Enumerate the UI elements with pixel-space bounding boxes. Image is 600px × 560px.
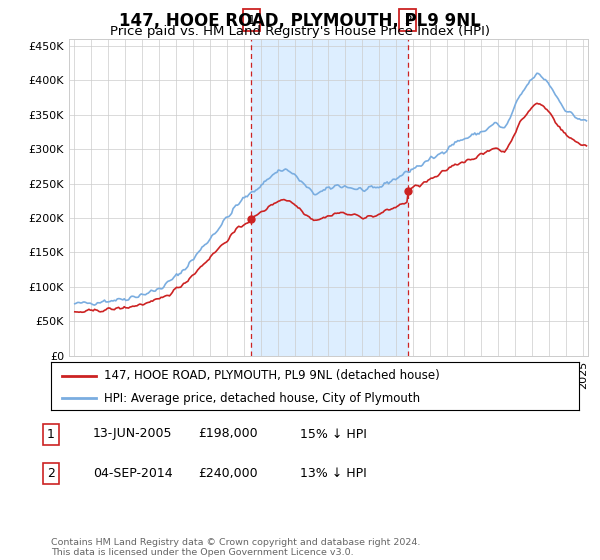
Text: HPI: Average price, detached house, City of Plymouth: HPI: Average price, detached house, City… <box>104 391 420 404</box>
Text: Price paid vs. HM Land Registry's House Price Index (HPI): Price paid vs. HM Land Registry's House … <box>110 25 490 38</box>
Text: 2: 2 <box>404 13 412 26</box>
Text: 1: 1 <box>247 13 255 26</box>
Text: 147, HOOE ROAD, PLYMOUTH, PL9 9NL (detached house): 147, HOOE ROAD, PLYMOUTH, PL9 9NL (detac… <box>104 369 440 382</box>
Text: 13-JUN-2005: 13-JUN-2005 <box>93 427 173 441</box>
Text: 04-SEP-2014: 04-SEP-2014 <box>93 466 173 480</box>
Text: Contains HM Land Registry data © Crown copyright and database right 2024.
This d: Contains HM Land Registry data © Crown c… <box>51 538 421 557</box>
Text: £198,000: £198,000 <box>198 427 257 441</box>
Text: 2: 2 <box>47 466 55 480</box>
Text: 15% ↓ HPI: 15% ↓ HPI <box>300 427 367 441</box>
Text: £240,000: £240,000 <box>198 466 257 480</box>
Bar <box>251 39 408 356</box>
Text: 147, HOOE ROAD, PLYMOUTH, PL9 9NL: 147, HOOE ROAD, PLYMOUTH, PL9 9NL <box>119 12 481 30</box>
Text: 1: 1 <box>47 427 55 441</box>
Text: 13% ↓ HPI: 13% ↓ HPI <box>300 466 367 480</box>
